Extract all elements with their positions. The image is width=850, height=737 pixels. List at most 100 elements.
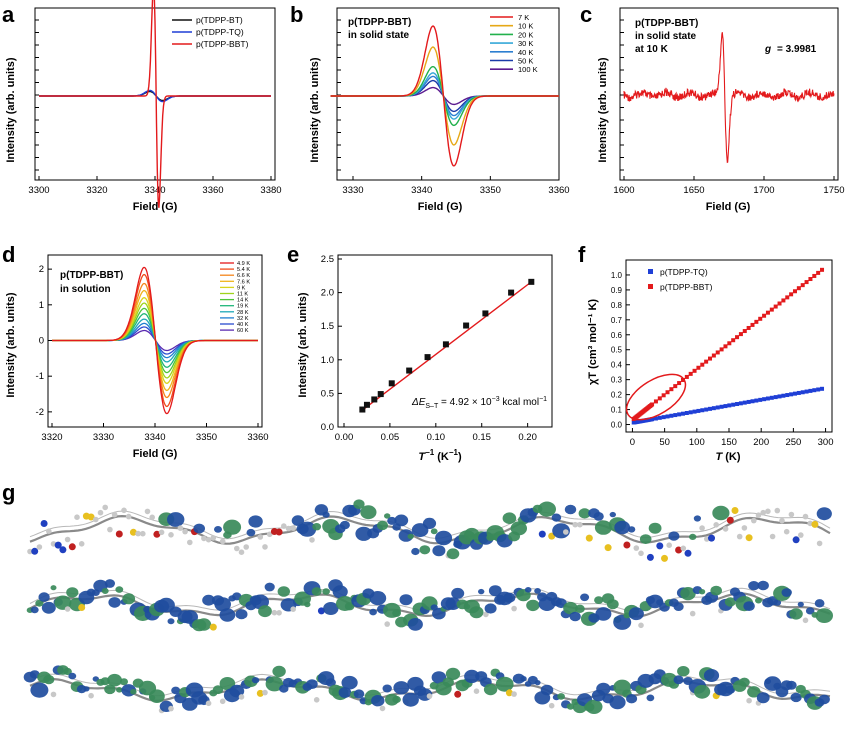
atom xyxy=(426,693,433,699)
orbital-lobe-blue xyxy=(246,528,256,537)
atom xyxy=(798,532,804,538)
atom xyxy=(511,691,517,697)
atom xyxy=(168,532,174,538)
data-point-p(TDPP-TQ) xyxy=(804,389,809,394)
atom xyxy=(585,534,593,542)
atom xyxy=(313,697,320,703)
legend-label: 10 K xyxy=(518,22,533,31)
data-point-p(TDPP-BBT) xyxy=(723,344,728,349)
atom xyxy=(266,531,273,538)
panel-e-ylabel: Intensity (arb. units) xyxy=(297,292,309,397)
orbital-lobe-green xyxy=(739,677,750,687)
panel-c-annotation-line3: at 10 K xyxy=(635,44,669,55)
series-line-4.9 K xyxy=(52,266,258,415)
y-tick-label: 0.1 xyxy=(611,406,623,415)
orbital-lobe-blue xyxy=(814,599,825,608)
panel-b-annotation-line1: p(TDPP-BBT) xyxy=(348,17,411,28)
orbital-lobe-green xyxy=(502,512,517,524)
series-line-p(TDPP-BBT) xyxy=(39,0,271,208)
atom xyxy=(563,529,569,535)
atom xyxy=(577,521,583,528)
y-tick-label: 0.5 xyxy=(321,388,334,399)
orbital-strand-2 xyxy=(26,579,833,632)
legend-label: 4.9 K xyxy=(237,261,250,267)
y-tick-label: 1.5 xyxy=(321,321,334,332)
legend-label-tq: p(TDPP-TQ) xyxy=(196,27,244,37)
orbital-lobe-blue xyxy=(167,618,175,625)
data-point-p(TDPP-BBT) xyxy=(754,319,759,324)
orbital-lobe-green xyxy=(710,585,722,596)
data-point-p(TDPP-TQ) xyxy=(758,397,763,402)
x-tick-label: 3350 xyxy=(480,185,501,196)
highlight-ellipse xyxy=(625,373,687,421)
atom xyxy=(209,623,217,631)
orbital-lobe-blue xyxy=(668,531,680,541)
atom xyxy=(168,705,174,712)
atom xyxy=(59,546,67,554)
panel-f-legend: p(TDPP-TQ) p(TDPP-BBT) xyxy=(648,267,713,292)
orbital-lobe-green xyxy=(392,695,401,704)
x-tick-label: 1650 xyxy=(683,185,704,196)
orbital-lobe-green xyxy=(122,593,136,605)
panel-d-xlabel: Field (G) xyxy=(133,448,178,460)
atom xyxy=(505,689,513,697)
data-point-p(TDPP-BBT) xyxy=(727,341,732,346)
orbital-lobe-green xyxy=(639,534,652,544)
panel-c-ylabel: Intensity (arb. units) xyxy=(597,57,609,162)
legend-marker-bbt xyxy=(648,284,653,289)
x-tick-label: 0.10 xyxy=(427,432,446,443)
data-point-p(TDPP-BBT) xyxy=(688,371,693,376)
data-point xyxy=(388,380,395,387)
data-point-p(TDPP-BBT) xyxy=(715,350,720,355)
orbital-lobe-blue xyxy=(411,547,420,556)
atom xyxy=(623,541,631,549)
panel-a: a Intensity (arb. units) 3300 3320 3340 336… xyxy=(2,0,282,213)
panel-a-legend: p(TDPP-BT) p(TDPP-TQ) p(TDPP-BBT) xyxy=(172,15,249,49)
legend-label: 5.4 K xyxy=(237,267,250,273)
orbital-lobe-blue xyxy=(628,607,644,621)
atom xyxy=(234,545,240,552)
atom xyxy=(783,528,790,535)
data-point-p(TDPP-TQ) xyxy=(808,388,813,393)
atom xyxy=(256,689,264,697)
orbital-lobe-blue xyxy=(432,545,446,557)
legend-label: 28 K xyxy=(237,310,249,316)
y-tick-label: 1.0 xyxy=(321,355,334,366)
data-point-p(TDPP-TQ) xyxy=(816,387,821,392)
orbital-lobe-blue xyxy=(609,511,616,518)
orbital-lobe-blue xyxy=(214,597,231,612)
orbital-lobe-green xyxy=(196,618,212,631)
data-point-p(TDPP-BBT) xyxy=(777,301,782,306)
atom xyxy=(741,525,748,531)
orbital-lobe-green xyxy=(392,609,401,617)
atom xyxy=(93,516,99,523)
atom xyxy=(68,543,76,551)
orbital-lobe-blue xyxy=(341,675,358,690)
orbital-lobe-blue xyxy=(614,520,631,535)
panel-e-frame xyxy=(337,254,553,428)
atom xyxy=(384,621,391,627)
atom xyxy=(140,530,146,537)
x-tick-label: 3320 xyxy=(41,432,62,443)
atom xyxy=(708,534,715,542)
orbital-lobe-blue xyxy=(371,695,385,707)
orbital-lobe-blue xyxy=(725,685,736,694)
data-point-p(TDPP-TQ) xyxy=(692,409,697,414)
orbital-lobe-blue xyxy=(781,588,792,597)
orbital-strand-3 xyxy=(23,665,831,714)
legend-label: 19 K xyxy=(237,304,249,310)
data-point-p(TDPP-BBT) xyxy=(657,396,662,401)
data-point-p(TDPP-TQ) xyxy=(711,406,716,411)
data-point xyxy=(424,354,431,361)
orbital-lobe-blue xyxy=(593,512,604,521)
data-point-p(TDPP-BBT) xyxy=(758,316,763,321)
data-point-p(TDPP-TQ) xyxy=(820,386,825,391)
data-point-p(TDPP-TQ) xyxy=(684,410,689,415)
y-tick-label: 0.0 xyxy=(321,422,334,433)
orbital-lobe-blue xyxy=(30,682,49,698)
orbital-lobe-blue xyxy=(38,592,50,602)
data-point-p(TDPP-TQ) xyxy=(715,405,720,410)
data-point xyxy=(508,289,515,296)
orbital-lobe-green xyxy=(495,676,514,692)
orbital-lobe-green xyxy=(304,601,311,608)
